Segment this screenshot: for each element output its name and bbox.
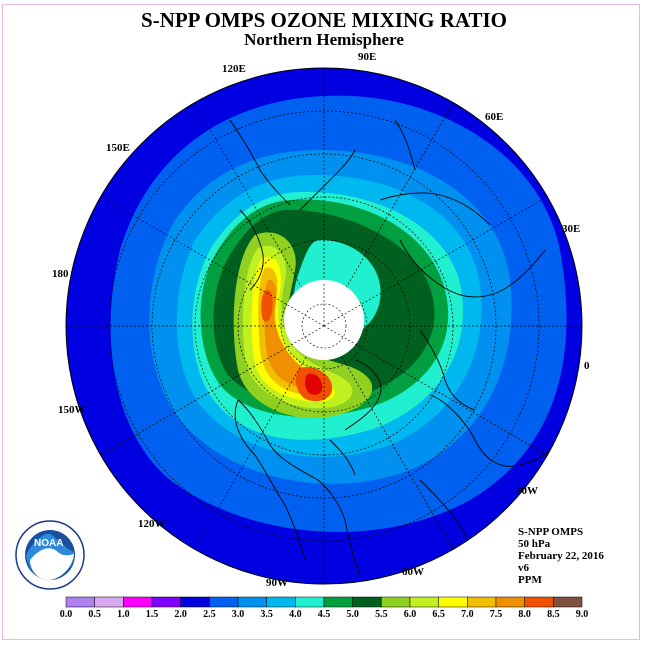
colorbar-swatch	[123, 596, 153, 608]
colorbar	[65, 596, 583, 608]
colorbar-swatch	[467, 596, 497, 608]
ozone-field-7-5	[264, 279, 315, 389]
colorbar-label: 5.0	[346, 609, 359, 620]
lon-label-120e: 120E	[222, 63, 246, 75]
colorbar-label: 0.5	[88, 609, 101, 620]
colorbar-swatch	[352, 596, 382, 608]
info-instrument: S-NPP OMPS	[518, 526, 584, 538]
colorbar-label: 9.0	[575, 609, 589, 620]
colorbar-label: 1.5	[145, 609, 159, 620]
figure-frame	[2, 4, 640, 640]
lon-label-150w: 150W	[58, 404, 86, 416]
coastlines	[229, 119, 566, 584]
colorbar-swatch	[295, 596, 325, 608]
lon-label-0: 0	[584, 360, 590, 372]
colorbar-label: 3.5	[260, 609, 273, 620]
lon-label-120w: 120W	[138, 518, 166, 530]
map-subtitle: Northern Hemisphere	[244, 30, 404, 49]
ozone-field-8-0-b	[261, 289, 273, 322]
colorbar-swatch	[237, 596, 267, 608]
info-block: S-NPP OMPS 50 hPa February 22, 2016 v6 P…	[518, 526, 604, 586]
colorbar-label: 5.5	[375, 609, 388, 620]
map-boundary	[65, 67, 583, 585]
colorbar-label: 1.0	[117, 609, 130, 620]
lon-label-30e: 30E	[562, 223, 581, 235]
colorbar-label: 4.0	[289, 609, 302, 620]
lon-label-60w: 60W	[402, 566, 424, 578]
colorbar-swatch	[553, 596, 583, 608]
meridian-lines	[66, 68, 582, 584]
lon-label-60e: 60E	[485, 111, 504, 123]
noaa-logo	[15, 520, 85, 590]
colorbar-label: 0.0	[59, 609, 73, 620]
colorbar-label: 8.0	[518, 609, 531, 620]
colorbar-swatch	[151, 596, 181, 608]
colorbar-label: 2.0	[174, 609, 187, 620]
ozone-field-8-5	[305, 373, 323, 395]
colorbar-swatch	[323, 596, 353, 608]
colorbar-label: 6.0	[403, 609, 417, 620]
colorbar-label: 7.5	[489, 609, 503, 620]
colorbar-label: 2.5	[203, 609, 216, 620]
colorbar-swatch	[209, 596, 239, 608]
colorbar-swatch	[438, 596, 468, 608]
lon-label-90w: 90W	[266, 577, 288, 589]
colorbar-swatch	[266, 596, 296, 608]
colorbar-swatch	[524, 596, 554, 608]
lon-label-30w: 30W	[516, 485, 538, 497]
info-units: PPM	[518, 574, 542, 586]
pole-grid	[285, 282, 363, 349]
info-date: February 22, 2016	[518, 550, 604, 562]
colorbar-label: 3.0	[231, 609, 245, 620]
colorbar-label: 4.5	[317, 609, 331, 620]
colorbar-swatch	[94, 596, 124, 608]
lon-label-150e: 150E	[106, 142, 130, 154]
colorbar-swatch	[65, 596, 95, 608]
colorbar-swatch	[409, 596, 439, 608]
info-version: v6	[518, 562, 529, 574]
lon-label-90e: 90E	[358, 51, 377, 63]
colorbar-label: 8.5	[547, 609, 560, 620]
noaa-logo-text: NOAA	[34, 538, 64, 549]
info-level: 50 hPa	[518, 538, 551, 550]
colorbar-label: 6.5	[432, 609, 445, 620]
colorbar-label: 7.0	[461, 609, 474, 620]
lon-label-180: 180	[52, 268, 69, 280]
colorbar-swatch	[495, 596, 525, 608]
map-title: S-NPP OMPS OZONE MIXING RATIO	[141, 8, 507, 32]
colorbar-swatch	[180, 596, 210, 608]
colorbar-swatch	[381, 596, 411, 608]
